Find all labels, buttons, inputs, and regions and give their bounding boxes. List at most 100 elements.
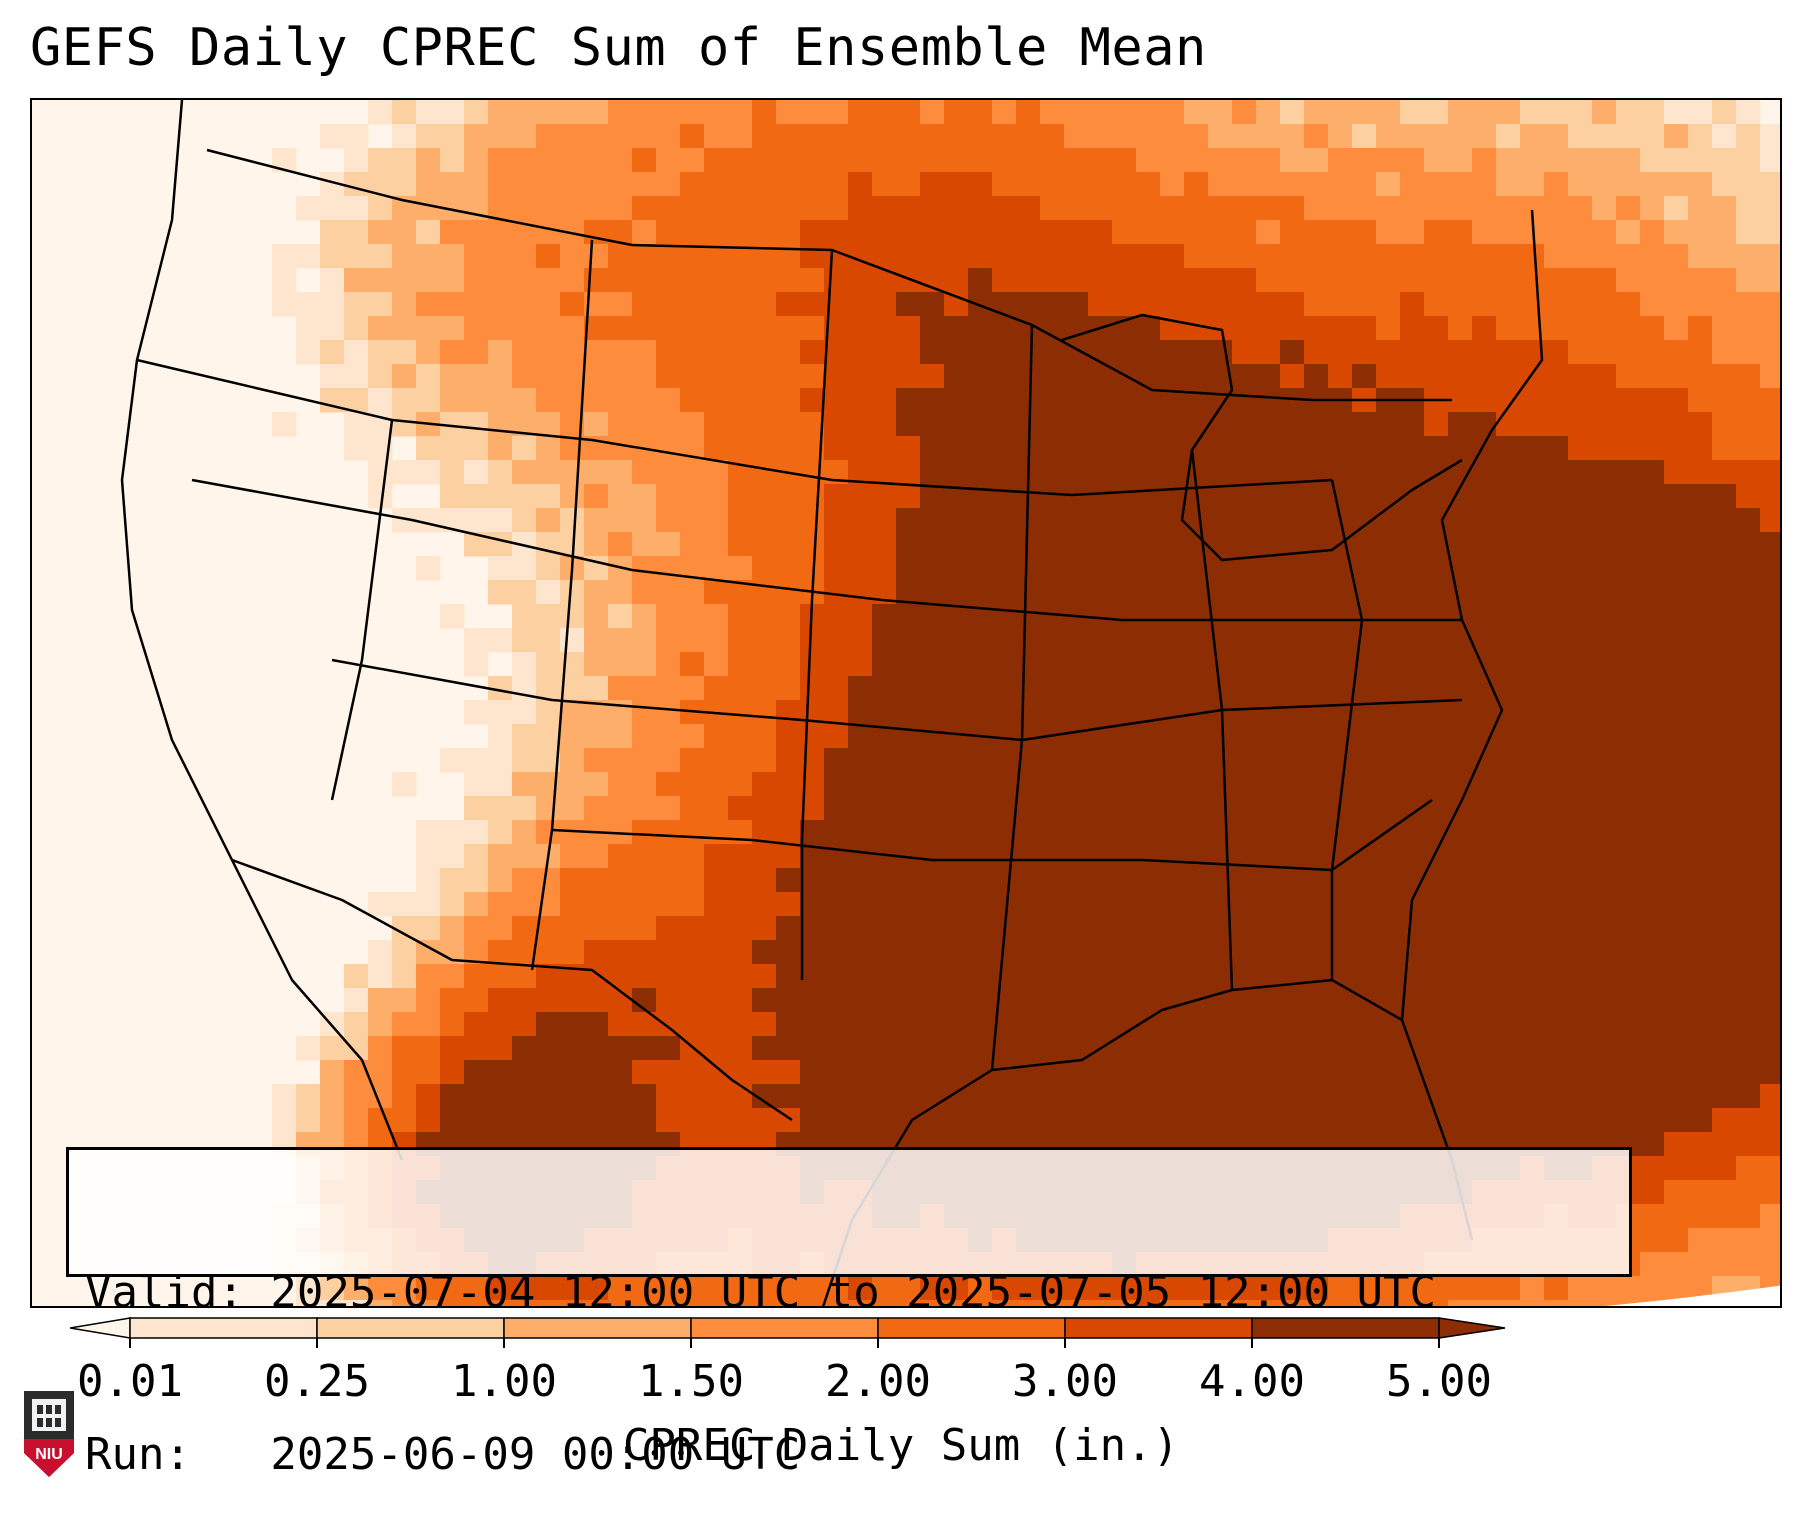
precip-cell [488, 292, 513, 317]
precip-cell [1544, 868, 1569, 893]
precip-cell [992, 1084, 1017, 1109]
precip-cell [1568, 388, 1593, 413]
precip-cell [1352, 940, 1377, 965]
precip-cell [1760, 124, 1780, 149]
precip-cell [1688, 1180, 1713, 1205]
precip-cell [1304, 316, 1329, 341]
precip-cell [1664, 964, 1689, 989]
precip-cell [920, 916, 945, 941]
precip-cell [824, 724, 849, 749]
precip-cell [872, 1276, 897, 1301]
precip-cell [1232, 100, 1257, 125]
precip-cell [1184, 436, 1209, 461]
precip-cell [344, 172, 369, 197]
precip-cell [944, 1012, 969, 1037]
precip-cell [968, 652, 993, 677]
precip-cell [1088, 244, 1113, 269]
precip-cell [632, 556, 657, 581]
precip-cell [1448, 508, 1473, 533]
precip-cell [1088, 676, 1113, 701]
precip-cell [1568, 748, 1593, 773]
precip-cell [1712, 796, 1737, 821]
precip-cell [824, 436, 849, 461]
precip-cell [1712, 820, 1737, 845]
precip-cell [872, 916, 897, 941]
precip-cell [1592, 868, 1617, 893]
precip-cell [1304, 748, 1329, 773]
precip-cell [1088, 652, 1113, 677]
precip-cell [824, 508, 849, 533]
precip-cell [1664, 604, 1689, 629]
precip-cell [632, 868, 657, 893]
precip-cell [416, 124, 441, 149]
precip-cell [488, 436, 513, 461]
precip-cell [920, 772, 945, 797]
precip-cell [1616, 532, 1641, 557]
precip-cell [1640, 388, 1665, 413]
precip-cell [728, 484, 753, 509]
precip-cell [728, 364, 753, 389]
precip-cell [1304, 196, 1329, 221]
precip-cell [1688, 580, 1713, 605]
precip-cell [392, 388, 417, 413]
precip-cell [1736, 1132, 1761, 1157]
precip-cell [536, 268, 561, 293]
precip-cell [584, 532, 609, 557]
precip-cell [1256, 628, 1281, 653]
precip-cell [1544, 364, 1569, 389]
precip-cell [776, 940, 801, 965]
precip-cell [776, 436, 801, 461]
precip-cell [1640, 964, 1665, 989]
precip-cell [1232, 1036, 1257, 1061]
precip-cell [872, 1060, 897, 1085]
precip-cell [1448, 940, 1473, 965]
precip-cell [1280, 1060, 1305, 1085]
precip-cell [632, 172, 657, 197]
precip-cell [1040, 196, 1065, 221]
precip-cell [1760, 652, 1780, 677]
precip-cell [560, 700, 585, 725]
precip-cell [776, 220, 801, 245]
precip-cell [800, 1012, 825, 1037]
precip-cell [440, 892, 465, 917]
precip-cell [1304, 964, 1329, 989]
precip-cell [1712, 580, 1737, 605]
precip-cell [1064, 460, 1089, 485]
precip-cell [416, 268, 441, 293]
precip-cell [1712, 676, 1737, 701]
precip-cell [1664, 844, 1689, 869]
precip-cell [1088, 364, 1113, 389]
precip-cell [296, 316, 321, 341]
precip-cell [680, 172, 705, 197]
precip-cell [1568, 364, 1593, 389]
precip-cell [1496, 1060, 1521, 1085]
precip-cell [1688, 772, 1713, 797]
precip-cell [536, 1060, 561, 1085]
colorbar-tick-label: 4.00 [1199, 1356, 1305, 1407]
precip-cell [1280, 556, 1305, 581]
precip-cell [1664, 244, 1689, 269]
precip-cell [1592, 124, 1617, 149]
precip-cell [464, 148, 489, 173]
precip-cell [1424, 652, 1449, 677]
precip-cell [1040, 244, 1065, 269]
precip-cell [1640, 1036, 1665, 1061]
precip-cell [1112, 148, 1137, 173]
precip-cell [1400, 580, 1425, 605]
precip-cell [1688, 844, 1713, 869]
precip-cell [1664, 868, 1689, 893]
precip-cell [560, 1060, 585, 1085]
precip-cell [1256, 604, 1281, 629]
precip-cell [1304, 268, 1329, 293]
precip-cell [824, 124, 849, 149]
precip-cell [560, 1036, 585, 1061]
precip-cell [1160, 412, 1185, 437]
precip-cell [848, 1084, 873, 1109]
precip-cell [728, 268, 753, 293]
precip-cell [560, 604, 585, 629]
precip-cell [1760, 460, 1780, 485]
precip-cell [1448, 172, 1473, 197]
precip-cell [1664, 940, 1689, 965]
precip-cell [656, 220, 681, 245]
precip-cell [968, 172, 993, 197]
